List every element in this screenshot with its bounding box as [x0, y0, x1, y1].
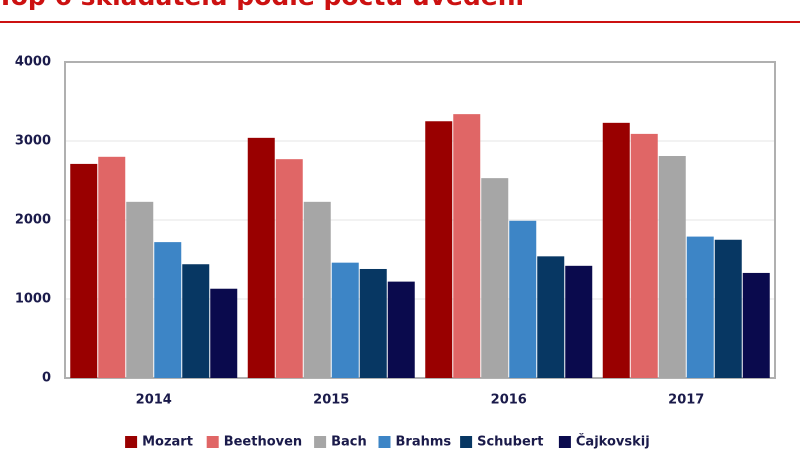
bar — [154, 242, 182, 378]
legend-label: Čajkovskij — [576, 434, 650, 449]
bar — [303, 201, 331, 378]
bar — [387, 281, 415, 378]
bar — [247, 137, 275, 378]
legend-label: Beethoven — [224, 435, 303, 449]
bar — [481, 178, 509, 378]
x-tick-label: 2014 — [136, 393, 172, 408]
legend-swatch — [558, 436, 571, 448]
bar — [742, 272, 770, 378]
bar — [210, 288, 238, 378]
bar — [359, 268, 387, 378]
legend-label: Mozart — [142, 435, 193, 449]
bar — [509, 220, 537, 378]
legend-swatch — [460, 436, 473, 448]
bar — [453, 114, 481, 378]
bar — [565, 265, 593, 378]
chart-title: Top 6 skladatelů podle počtu uvedení — [0, 0, 526, 11]
bar — [70, 163, 98, 378]
bar — [537, 256, 565, 378]
bar — [182, 264, 210, 378]
legend-label: Bach — [331, 435, 367, 449]
y-tick-label: 3000 — [15, 134, 51, 149]
legend-swatch — [378, 436, 391, 448]
bar — [686, 236, 714, 378]
legend-swatch — [206, 436, 219, 448]
bar — [714, 239, 742, 378]
plot-frame — [64, 61, 776, 379]
bar — [126, 201, 154, 378]
bar — [275, 159, 303, 378]
bar — [331, 262, 359, 378]
legend-swatch — [125, 436, 138, 448]
legend-label: Brahms — [396, 435, 452, 449]
y-tick-label: 1000 — [15, 292, 51, 307]
y-tick-label: 4000 — [15, 55, 51, 70]
x-tick-label: 2017 — [668, 393, 704, 408]
legend-swatch — [314, 436, 327, 448]
bar — [658, 156, 686, 378]
bar — [98, 156, 126, 378]
y-tick-label: 2000 — [15, 213, 51, 228]
bar — [630, 133, 658, 378]
bar — [602, 122, 630, 378]
y-tick-label: 0 — [42, 371, 51, 386]
bar — [425, 121, 453, 378]
x-tick-label: 2015 — [313, 393, 349, 408]
legend-label: Schubert — [477, 435, 543, 449]
x-tick-label: 2016 — [491, 393, 527, 408]
